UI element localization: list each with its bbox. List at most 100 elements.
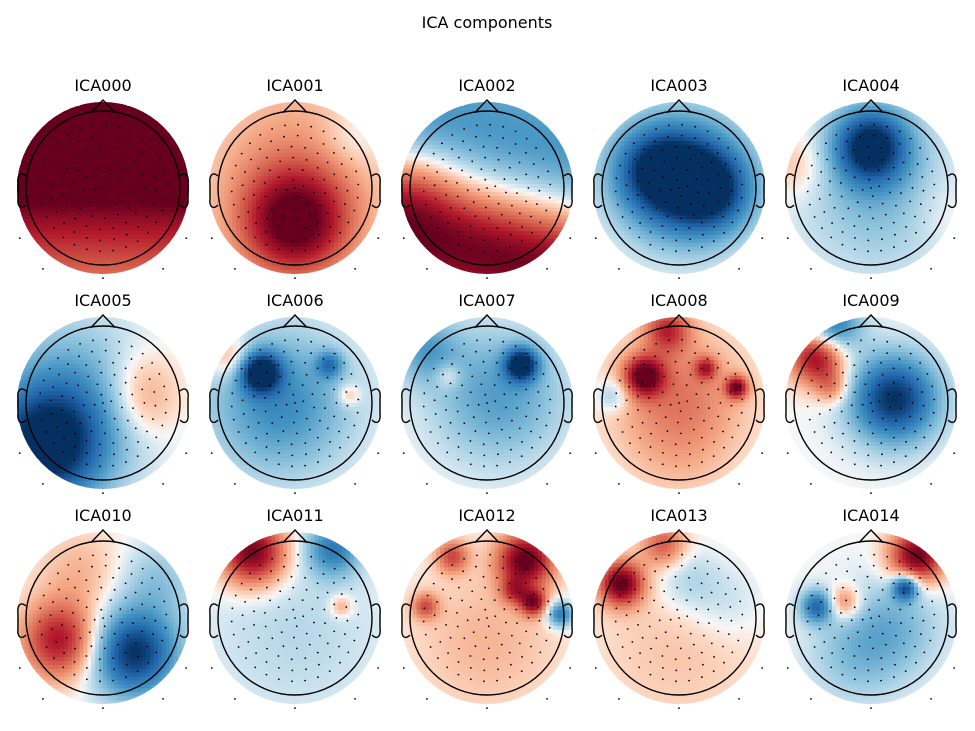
nose-marker	[666, 313, 692, 328]
component-title: ICA006	[266, 291, 323, 310]
sensor-dots	[18, 123, 188, 279]
topomap-field	[593, 102, 765, 274]
topomap-ica006: ICA006	[209, 291, 381, 494]
head-outline	[601, 110, 757, 266]
right-ear-marker	[371, 173, 381, 209]
sensor-dots	[18, 553, 188, 709]
topomap-field	[401, 532, 573, 704]
component-title: ICA012	[458, 506, 515, 525]
topomap-field	[401, 102, 573, 274]
topomap-ica001: ICA001	[209, 76, 381, 279]
component-title: ICA002	[458, 76, 515, 95]
left-ear-marker	[401, 603, 411, 639]
nose-marker	[474, 528, 500, 543]
head-outline	[25, 325, 181, 481]
topomap-ica012: ICA012	[401, 506, 573, 709]
left-ear-marker	[17, 173, 27, 209]
topomap-ica005: ICA005	[17, 291, 189, 494]
right-ear-marker	[179, 388, 189, 424]
topomap-ica000: ICA000	[17, 76, 189, 279]
sensor-dots	[402, 123, 572, 279]
right-ear-marker	[755, 173, 765, 209]
component-title: ICA013	[650, 506, 707, 525]
right-ear-marker	[563, 173, 573, 209]
left-ear-marker	[401, 388, 411, 424]
topomap-field	[17, 317, 189, 489]
right-ear-marker	[563, 388, 573, 424]
right-ear-marker	[755, 388, 765, 424]
sensor-dots	[786, 123, 956, 279]
right-ear-marker	[947, 603, 957, 639]
component-title: ICA004	[842, 76, 899, 95]
nose-marker	[858, 528, 884, 543]
sensor-dots	[786, 338, 956, 494]
head-outline	[793, 540, 949, 696]
nose-marker	[282, 528, 308, 543]
left-ear-marker	[209, 173, 219, 209]
sensor-dots	[210, 338, 380, 494]
component-title: ICA010	[74, 506, 131, 525]
right-ear-marker	[563, 603, 573, 639]
head-outline	[25, 110, 181, 266]
nose-marker	[282, 98, 308, 113]
topomap-grid: ICA000 ICA001 ICA002 ICA003 ICA004 ICA005 ICA0…	[17, 76, 957, 709]
left-ear-marker	[785, 603, 795, 639]
component-title: ICA009	[842, 291, 899, 310]
component-title: ICA001	[266, 76, 323, 95]
sensor-dots	[402, 553, 572, 709]
left-ear-marker	[209, 388, 219, 424]
left-ear-marker	[593, 603, 603, 639]
nose-marker	[474, 98, 500, 113]
nose-marker	[666, 98, 692, 113]
figure-title: ICA components	[422, 13, 553, 32]
head-outline	[601, 540, 757, 696]
topomap-ica007: ICA007	[401, 291, 573, 494]
left-ear-marker	[209, 603, 219, 639]
head-outline	[409, 325, 565, 481]
left-ear-marker	[401, 173, 411, 209]
head-outline	[217, 540, 373, 696]
head-outline	[793, 110, 949, 266]
head-outline	[601, 325, 757, 481]
topomap-ica008: ICA008	[593, 291, 765, 494]
sensor-dots	[594, 553, 764, 709]
component-title: ICA008	[650, 291, 707, 310]
head-outline	[409, 110, 565, 266]
right-ear-marker	[371, 603, 381, 639]
nose-marker	[282, 313, 308, 328]
right-ear-marker	[179, 173, 189, 209]
sensor-dots	[594, 123, 764, 279]
right-ear-marker	[947, 388, 957, 424]
left-ear-marker	[785, 173, 795, 209]
topomap-ica011: ICA011	[209, 506, 381, 709]
nose-marker	[474, 313, 500, 328]
head-outline	[217, 110, 373, 266]
component-title: ICA014	[842, 506, 899, 525]
head-outline	[217, 325, 373, 481]
component-title: ICA007	[458, 291, 515, 310]
nose-marker	[90, 528, 116, 543]
right-ear-marker	[371, 388, 381, 424]
nose-marker	[666, 528, 692, 543]
topomap-ica002: ICA002	[401, 76, 573, 279]
nose-marker	[90, 98, 116, 113]
head-outline	[793, 325, 949, 481]
component-title: ICA005	[74, 291, 131, 310]
sensor-dots	[594, 338, 764, 494]
right-ear-marker	[755, 603, 765, 639]
left-ear-marker	[593, 388, 603, 424]
sensor-dots	[210, 123, 380, 279]
topomap-ica009: ICA009	[785, 291, 957, 494]
nose-marker	[90, 313, 116, 328]
right-ear-marker	[947, 173, 957, 209]
left-ear-marker	[17, 603, 27, 639]
topomap-ica013: ICA013	[593, 506, 765, 709]
sensor-dots	[402, 338, 572, 494]
nose-marker	[858, 98, 884, 113]
topomap-ica003: ICA003	[593, 76, 765, 279]
right-ear-marker	[179, 603, 189, 639]
left-ear-marker	[785, 388, 795, 424]
component-title: ICA000	[74, 76, 131, 95]
sensor-dots	[18, 338, 188, 494]
